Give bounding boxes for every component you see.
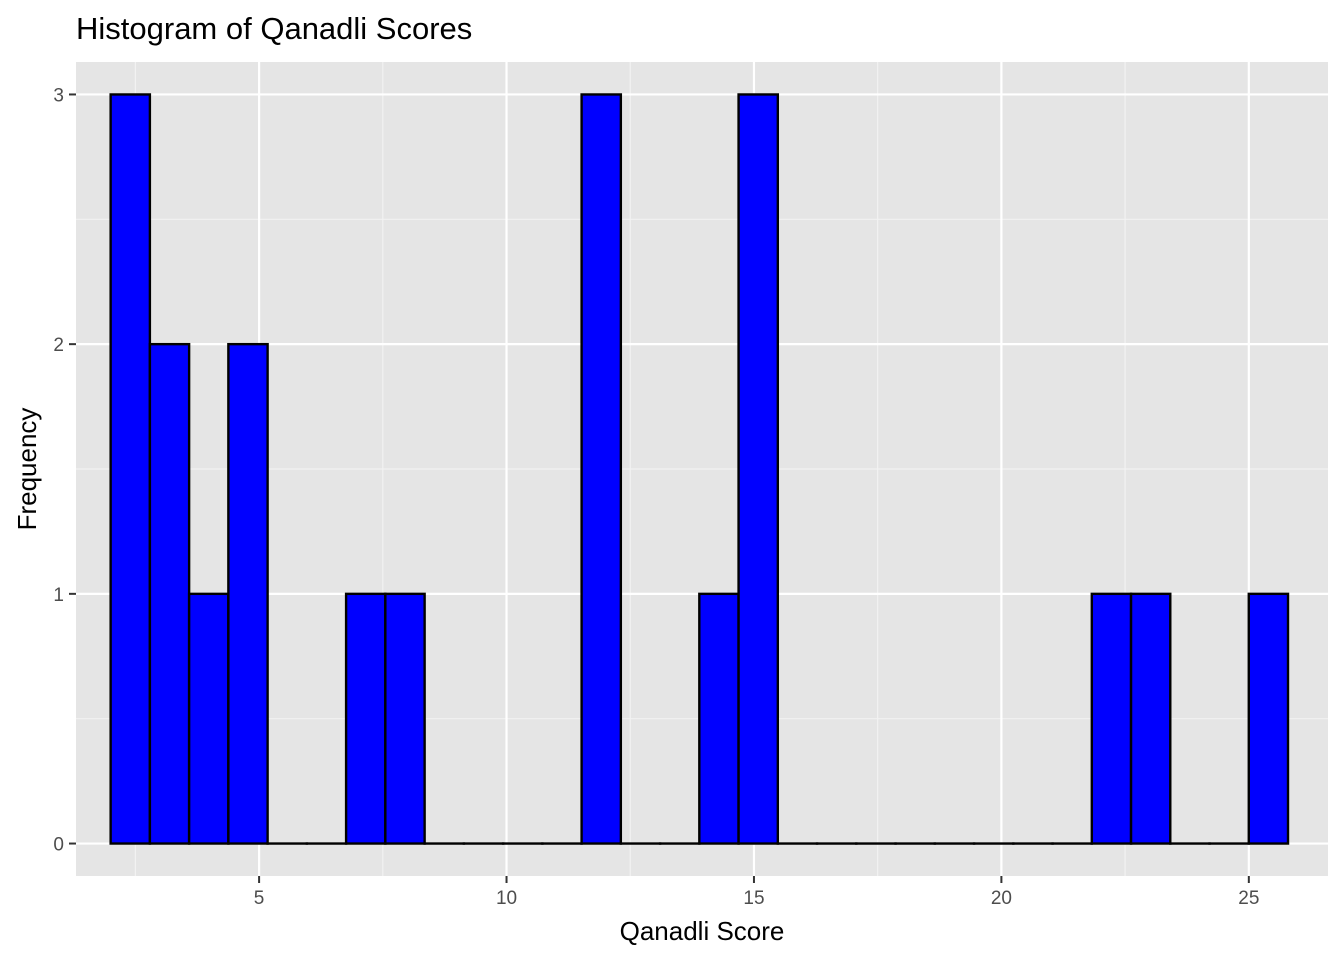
y-tick-label: 3	[53, 85, 64, 106]
histogram-bar	[187, 592, 230, 845]
histogram-bar	[148, 342, 191, 845]
histogram-bar	[344, 592, 387, 845]
y-axis-title: Frequency	[12, 408, 42, 531]
x-tick-label: 5	[254, 888, 265, 909]
chart-title: Histogram of Qanadli Scores	[76, 11, 472, 46]
histogram-bar	[384, 592, 426, 845]
y-axis-ticks: 0 1 2 3	[53, 85, 76, 856]
histogram-bar	[580, 93, 623, 845]
x-tick-label: 25	[1238, 888, 1259, 909]
histogram-bar	[1129, 592, 1172, 845]
x-tick-label: 10	[496, 888, 517, 909]
x-tick-label: 15	[743, 888, 764, 909]
x-tick-label: 20	[991, 888, 1012, 909]
histogram-bar	[1090, 592, 1133, 845]
histogram-bar	[109, 93, 152, 845]
histogram-bar	[1247, 592, 1290, 845]
y-tick-label: 0	[53, 835, 64, 856]
histogram-bars	[109, 93, 1290, 845]
histogram-bar	[698, 592, 740, 845]
y-tick-label: 1	[53, 585, 64, 606]
x-axis-ticks: 5 10 15 20 25	[254, 876, 1259, 909]
x-axis-title: Qanadli Score	[620, 916, 785, 946]
histogram-bar	[737, 93, 780, 845]
histogram-bar	[227, 342, 269, 845]
y-tick-label: 2	[53, 335, 64, 356]
